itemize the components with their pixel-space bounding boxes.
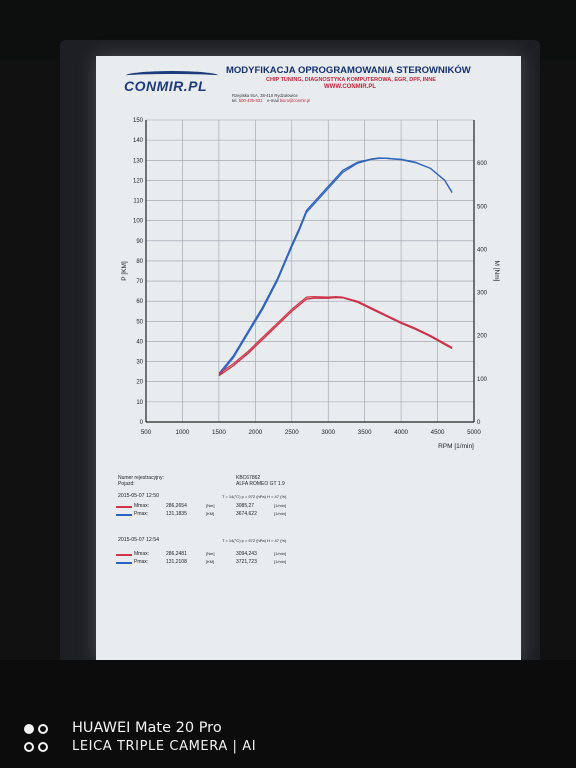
email-label: e-mail [267,98,279,103]
y-left-tick-label: 30 [136,360,143,366]
phone-number: 500-425-831 [238,98,263,103]
company-url: WWW.CONMIR.PL [324,84,376,90]
y-right-axis-label: M [Nm] [493,261,500,282]
y-right-tick-label: 400 [477,247,488,253]
series-line-1 [218,157,453,377]
y-left-tick-label: 110 [133,199,143,205]
dot-icon [38,742,48,752]
run1-pmax-label: Pmax: [134,511,149,517]
vehicle-value: ALFA ROMEO GT 1.9 [236,481,285,487]
y-left-tick-label: 10 [136,400,143,406]
y-left-tick-label: 130 [133,158,144,164]
run2-mmax-unit: [Nm] [206,551,215,556]
run2-pmax-value: 131,2108 [166,559,187,565]
vehicle-label: Pojazd: [118,481,135,487]
y-left-tick-label: 40 [136,339,143,345]
dyno-chart: 500 1000 1500 2000 2500 3000 3500 4000 4500 50000… [121,118,500,450]
run2-mmax-rpm: 3094,243 [236,551,257,557]
x-tick-label: 5000 [467,429,481,436]
y-right-tick-label: 200 [477,334,488,340]
run2-mmax-value: 286,2481 [166,551,187,557]
sheet-header: CONMIR.PL MODYFIKACJA OPROGRAMOWANIA STE… [96,56,521,108]
x-tick-label: 1500 [212,429,226,436]
run1-pmax-rpm-unit: [1/min] [274,511,287,516]
run2-pmax-unit: [KM] [206,559,215,564]
watermark-device: HUAWEI Mate 20 Pro [72,720,222,736]
y-right-tick-label: 500 [477,204,488,210]
run1-datetime: 2015-05-07 12:50 [118,493,159,499]
logo-swoosh-icon [126,71,218,80]
y-left-tick-label: 100 [133,219,144,225]
run1-mmax-rpm: 3085,27 [236,503,255,509]
run1-mmax-unit: [Nm] [206,503,215,508]
run1-mmax-rpm-unit: [1/min] [274,503,287,508]
registration-value: KBC67862 [236,475,261,481]
x-tick-label: 2000 [248,429,262,436]
leica-dots-icon [22,722,58,756]
y-left-axis-label: P [KM] [121,261,128,281]
company-contact: tel. 500-425-831 e-mail biuro@conmir.pl [232,98,310,103]
email-address: biuro@conmir.pl [279,98,311,103]
run1-pmax-rpm: 3674,622 [236,511,257,517]
x-tick-label: 4000 [394,429,408,436]
y-left-tick-label: 150 [133,118,144,124]
dot-icon [24,742,34,752]
y-right-tick-label: 300 [477,291,488,297]
y-left-tick-label: 80 [136,259,143,265]
run1-mmax-value: 286,2654 [166,503,187,509]
dot-icon [38,724,48,734]
run2-datetime: 2015-05-07 12:54 [118,537,159,543]
y-left-tick-label: 0 [140,420,144,426]
run2-power-legend-line [116,562,132,564]
series-line-2 [218,295,453,375]
watermark-camera: LEICA TRIPLE CAMERA | AI [72,739,257,754]
y-right-tick-label: 0 [477,420,481,426]
run1-power-legend-line [116,514,132,516]
x-tick-label: 4500 [431,429,445,436]
monitor-bezel-bottom [0,660,576,768]
run2-mmax-rpm-unit: [1/min] [274,551,287,556]
x-tick-label: 500 [141,429,152,436]
run2-pmax-rpm-unit: [1/min] [274,559,287,564]
phone-label: tel. [232,98,238,103]
y-right-tick-label: 600 [477,161,488,167]
dot-icon [24,724,34,734]
sheet-title: MODYFIKACJA OPROGRAMOWANIA STEROWNIKÓW [226,65,471,76]
run2-pmax-label: Pmax: [134,559,149,565]
run2-conditions: T = 14(°C) p = 972 (hPa) H = 47 (%) [222,538,287,543]
y-right-tick-label: 100 [477,377,488,383]
company-logo: CONMIR.PL [124,78,208,94]
y-left-tick-label: 140 [133,138,144,144]
x-tick-label: 3000 [321,429,335,436]
dyno-sheet: CONMIR.PL MODYFIKACJA OPROGRAMOWANIA STE… [96,56,521,662]
y-left-tick-label: 60 [136,299,143,305]
run2-torque-legend-line [116,554,132,556]
x-tick-label: 3500 [358,429,372,436]
y-left-tick-label: 20 [136,380,143,386]
x-tick-label: 2500 [285,429,299,436]
company-address: Rzepiska 91A, 38-410 Rydzułowice [232,93,298,98]
run1-pmax-unit: [KM] [206,511,215,516]
x-axis-label: RPM [1/min] [438,443,474,450]
sheet-subtitle: CHIP TUNING, DIAGNOSTYKA KOMPUTEROWA, EG… [266,77,436,83]
y-left-tick-label: 50 [136,319,143,325]
y-left-tick-label: 90 [136,239,143,245]
run2-mmax-label: Mmax: [134,551,149,557]
run2-pmax-rpm: 3721,723 [236,559,257,565]
run1-mmax-label: Mmax: [134,503,149,509]
x-tick-label: 1000 [176,429,190,436]
y-left-tick-label: 120 [133,178,144,184]
registration-label: Numer rejestracyjny: [118,475,164,481]
y-left-tick-label: 70 [136,279,143,285]
series-line-3 [218,296,453,377]
run1-torque-legend-line [116,506,132,508]
run1-pmax-value: 131,1835 [166,511,187,517]
run1-conditions: T = 14(°C) p = 972 (hPa) H = 47 (%) [222,494,287,499]
